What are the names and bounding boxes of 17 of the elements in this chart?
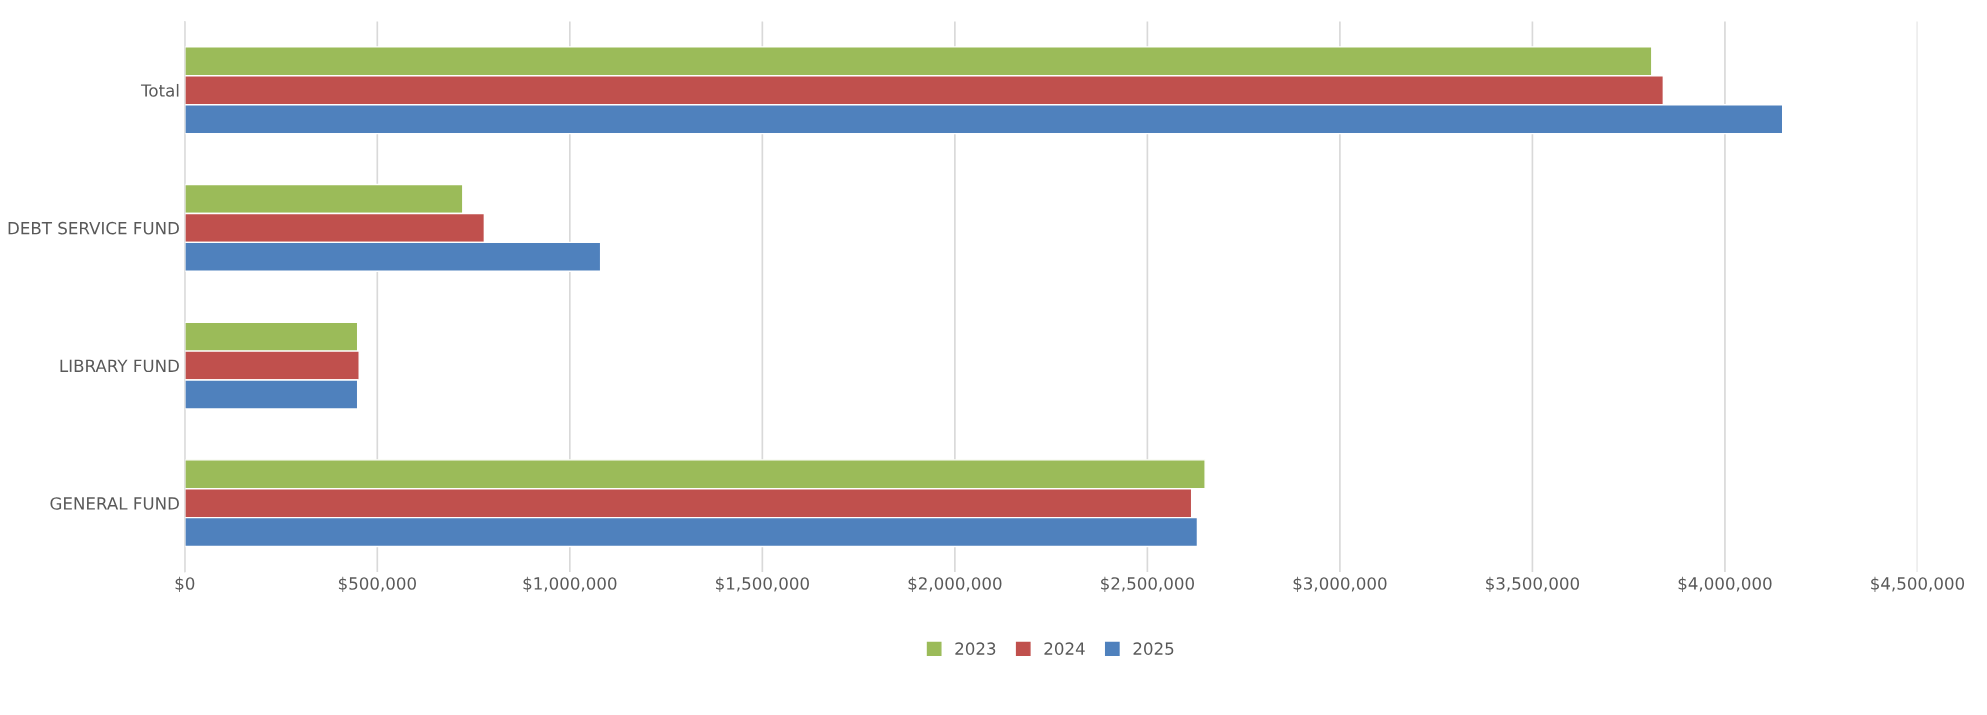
x-tick-label: $4,500,000: [1871, 576, 1965, 592]
x-tick-label: $4,000,000: [1678, 576, 1772, 592]
legend-label: 2023: [955, 642, 996, 655]
x-tick-label: $2,000,000: [908, 576, 1002, 592]
y-tick-label: LIBRARY FUND: [60, 359, 179, 373]
x-tick-label: $0: [175, 576, 195, 592]
x-tick-label: $3,000,000: [1293, 576, 1387, 592]
y-tick-label: GENERAL FUND: [50, 497, 179, 510]
legend-label: 2024: [1044, 642, 1085, 655]
x-tick-label: $1,000,000: [523, 576, 617, 592]
y-tick-label: Total: [140, 83, 179, 97]
x-tick-label: $3,500,000: [1486, 576, 1580, 592]
x-tick-label: $500,000: [338, 576, 416, 592]
x-tick-label: $2,500,000: [1101, 576, 1194, 592]
legend-label: 2025: [1133, 642, 1174, 655]
x-tick-label: $1,500,000: [716, 576, 809, 592]
y-tick-label: DEBT SERVICE FUND: [8, 221, 179, 235]
